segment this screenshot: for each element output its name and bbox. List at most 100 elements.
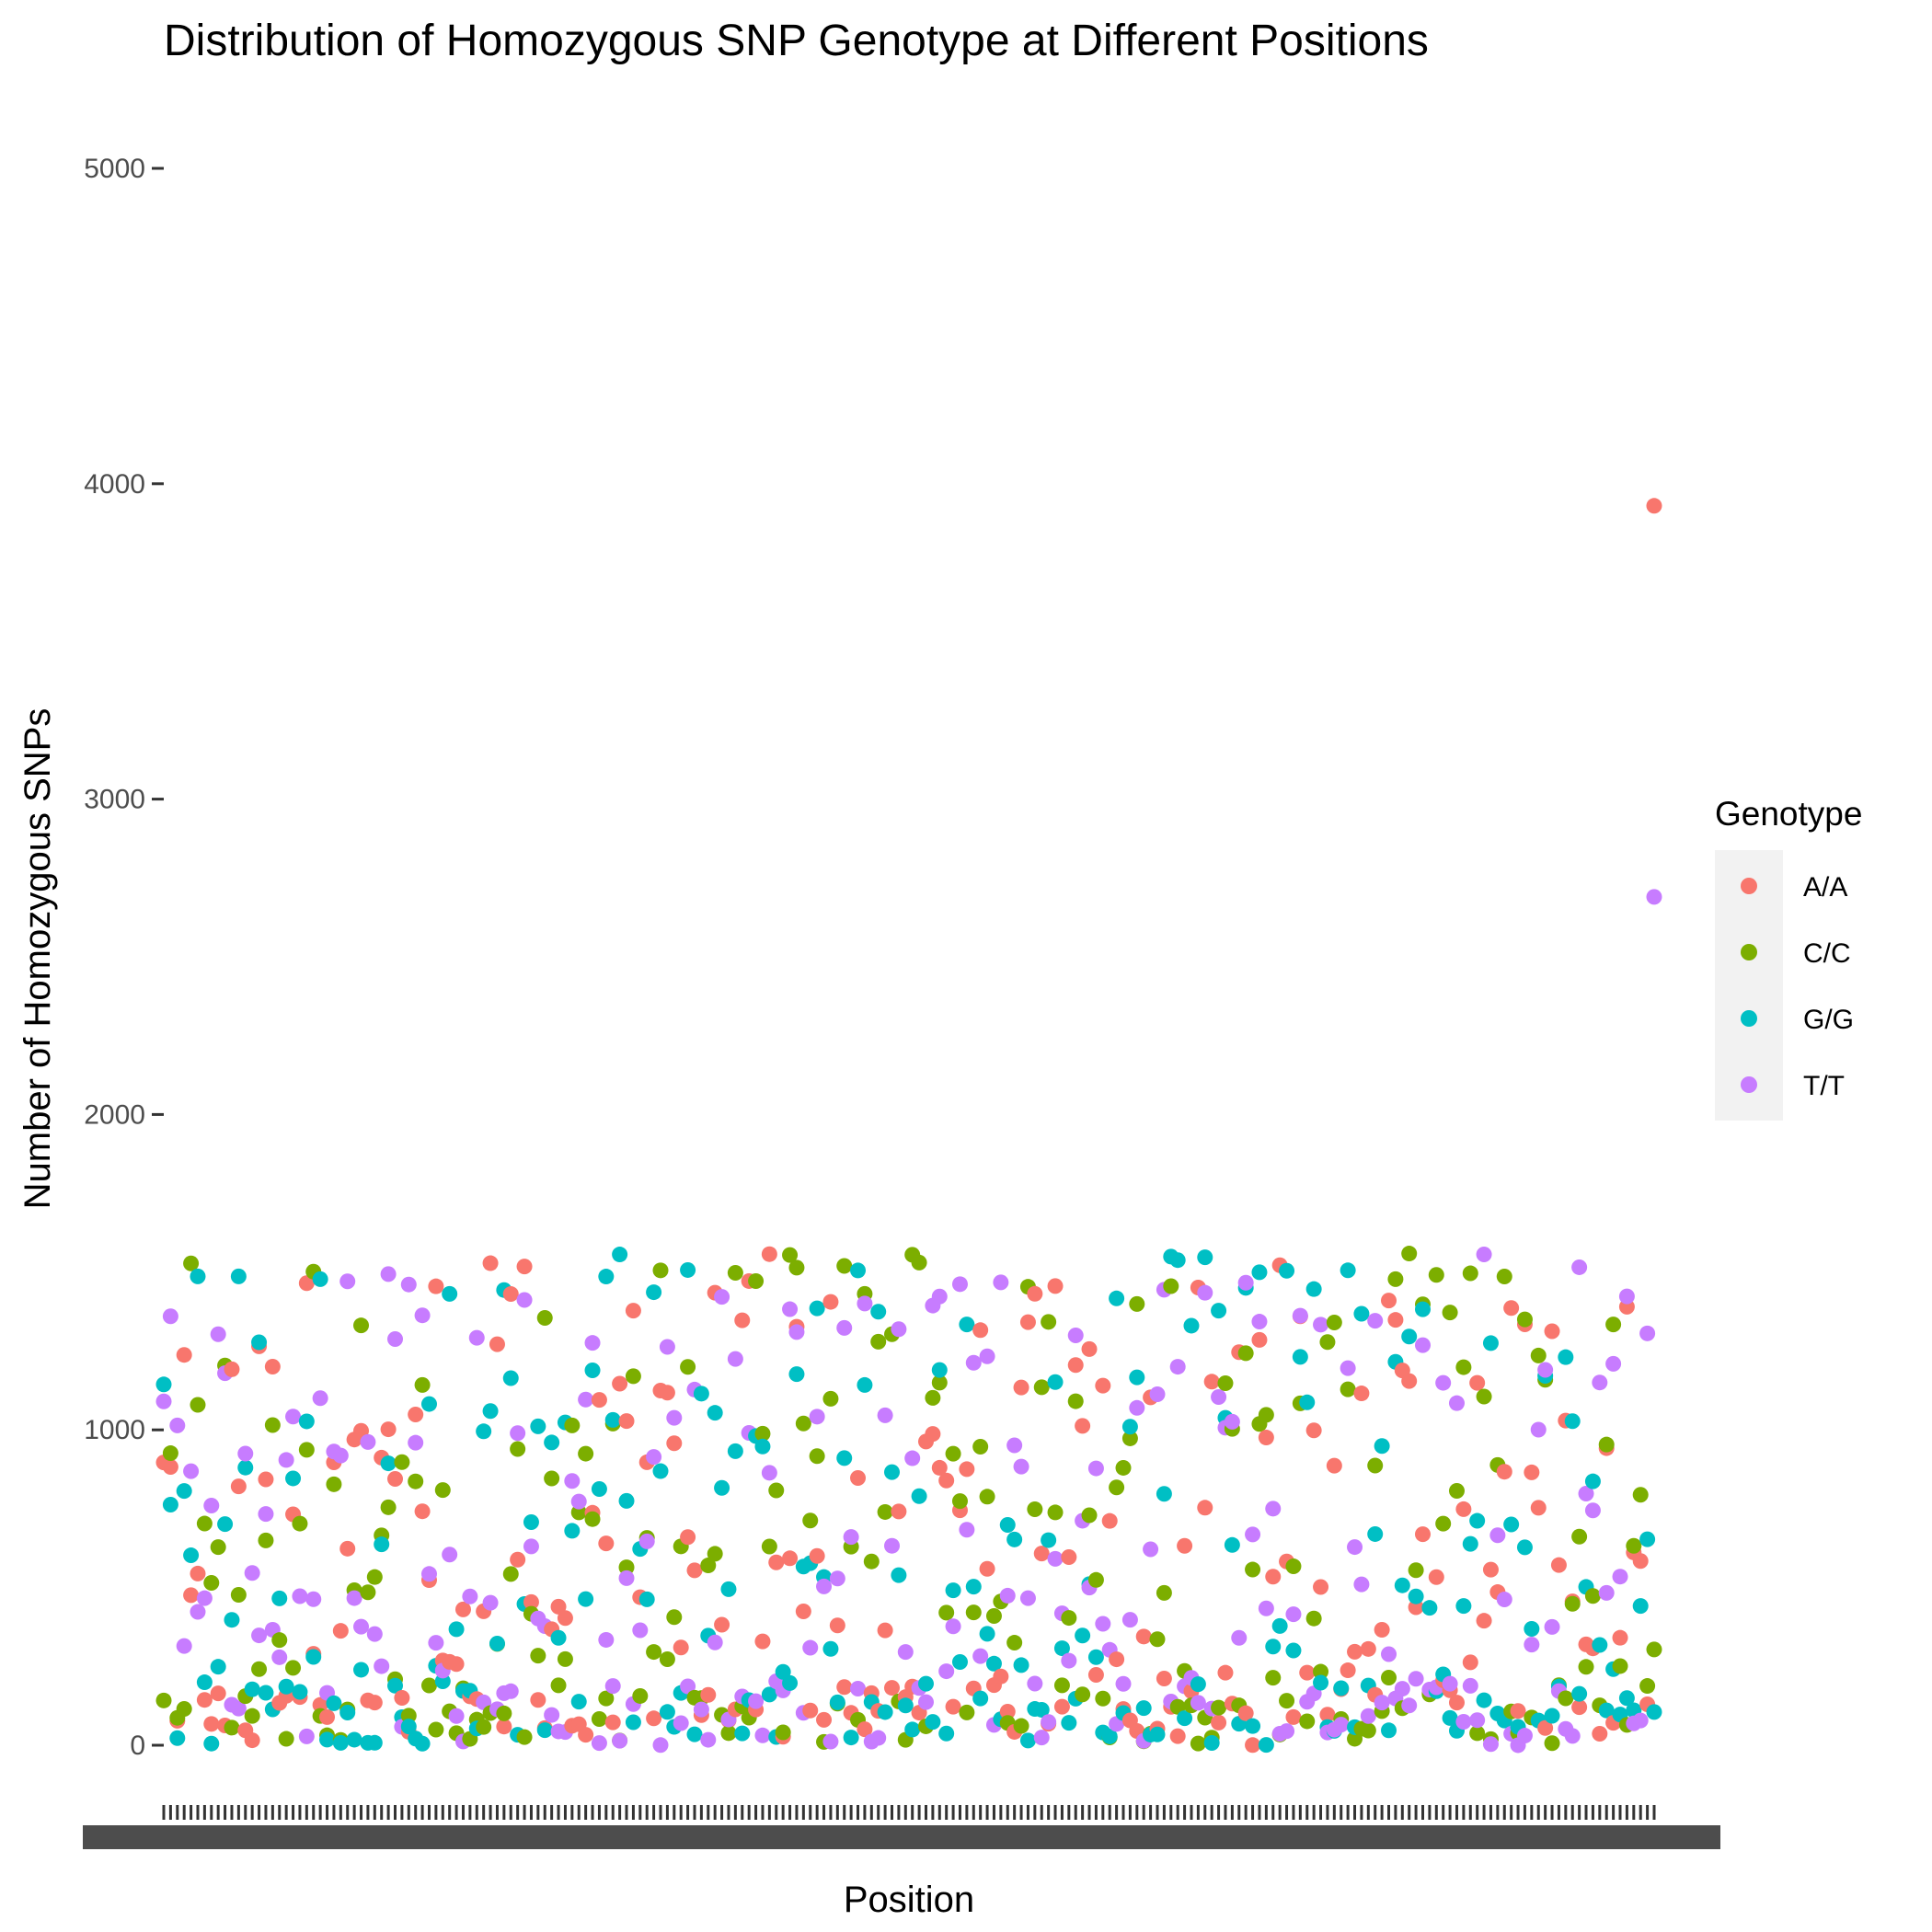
point-GG — [1381, 1722, 1397, 1739]
point-CC — [1367, 1457, 1384, 1474]
point-GG — [1632, 1598, 1649, 1615]
point-TT — [305, 1591, 322, 1607]
point-AA — [298, 1275, 315, 1292]
point-AA — [1476, 1613, 1492, 1629]
point-CC — [584, 1511, 601, 1527]
point-GG — [1279, 1262, 1295, 1279]
point-GG — [1408, 1588, 1424, 1604]
point-AA — [1285, 1708, 1302, 1725]
point-GG — [836, 1450, 853, 1466]
point-AA — [1237, 1705, 1254, 1721]
y-tick-label-4000: 4000 — [84, 469, 145, 500]
point-AA — [714, 1616, 730, 1633]
point-CC — [802, 1512, 819, 1529]
point-GG — [598, 1269, 615, 1285]
point-AA — [516, 1259, 533, 1275]
point-TT — [353, 1618, 370, 1635]
point-CC — [822, 1390, 839, 1407]
point-AA — [1013, 1379, 1029, 1396]
point-CC — [795, 1415, 811, 1432]
point-CC — [1285, 1558, 1302, 1575]
point-GG — [1374, 1438, 1390, 1455]
point-TT — [877, 1407, 893, 1423]
point-CC — [394, 1454, 410, 1470]
point-TT — [482, 1594, 499, 1611]
point-GG — [1271, 1617, 1288, 1634]
point-TT — [638, 1533, 655, 1549]
point-CC — [1639, 1678, 1656, 1695]
point-TT — [169, 1417, 186, 1433]
point-GG — [1476, 1692, 1492, 1708]
point-TT — [1027, 1675, 1043, 1692]
point-GG — [1353, 1305, 1370, 1322]
point-TT — [1516, 1728, 1533, 1744]
point-CC — [591, 1711, 607, 1728]
point-TT — [271, 1649, 288, 1665]
point-CC — [1121, 1430, 1138, 1446]
point-AA — [387, 1471, 404, 1488]
point-GG — [251, 1334, 268, 1351]
point-CC — [945, 1445, 961, 1462]
point-AA — [454, 1601, 471, 1617]
point-AA — [1197, 1500, 1213, 1516]
point-TT — [400, 1276, 417, 1293]
point-TT — [1237, 1274, 1254, 1291]
point-TT — [1476, 1247, 1492, 1263]
point-TT — [1571, 1259, 1588, 1275]
point-CC — [1360, 1722, 1376, 1739]
point-GG — [788, 1366, 805, 1383]
point-GG — [380, 1455, 397, 1472]
point-AA — [230, 1478, 247, 1495]
point-CC — [1584, 1588, 1601, 1604]
point-AA — [1217, 1664, 1234, 1681]
point-TT — [1115, 1675, 1132, 1692]
point-TT — [468, 1329, 485, 1346]
point-TT — [659, 1339, 675, 1355]
point-TT — [1530, 1421, 1547, 1438]
point-CC — [782, 1247, 799, 1263]
point-GG — [434, 1673, 451, 1690]
point-TT — [1564, 1728, 1581, 1744]
point-AA — [646, 1710, 662, 1727]
point-CC — [1265, 1670, 1282, 1686]
point-GG — [224, 1612, 240, 1628]
point-CC — [680, 1359, 696, 1375]
point-GG — [1129, 1369, 1145, 1386]
point-CC — [1646, 1641, 1662, 1658]
point-AA — [489, 1336, 505, 1352]
point-CC — [1496, 1268, 1512, 1284]
point-AA — [1047, 1278, 1064, 1294]
point-AA — [244, 1732, 260, 1749]
point-GG — [761, 1686, 777, 1703]
point-AA — [591, 1392, 607, 1409]
point-CC — [190, 1397, 206, 1413]
point-TT — [442, 1547, 458, 1563]
point-CC — [203, 1575, 220, 1592]
point-GG — [258, 1685, 274, 1701]
point-TT — [510, 1425, 526, 1442]
point-AA — [1305, 1422, 1322, 1439]
point-AA — [319, 1708, 336, 1725]
point-GG — [591, 1481, 607, 1498]
point-CC — [408, 1473, 424, 1489]
point-GG — [339, 1705, 356, 1721]
point-CC — [366, 1569, 383, 1585]
point-AA — [183, 1587, 200, 1604]
point-GG — [1013, 1657, 1029, 1673]
legend: Genotype A/A C/C G/G T/T — [1715, 795, 1862, 1121]
point-CC — [224, 1719, 240, 1736]
point-CC — [1313, 1663, 1329, 1680]
point-GG — [1646, 1704, 1662, 1720]
point-TT — [462, 1588, 478, 1604]
point-AA — [550, 1598, 567, 1615]
point-AA — [1550, 1557, 1567, 1573]
point-TT — [761, 1465, 777, 1481]
point-GG — [1224, 1536, 1240, 1553]
point-AA — [1537, 1719, 1554, 1736]
point-GG — [217, 1516, 234, 1533]
point-GG — [1177, 1710, 1193, 1727]
point-TT — [387, 1331, 404, 1348]
point-CC — [1571, 1528, 1588, 1545]
point-TT — [598, 1631, 615, 1648]
point-TT — [1360, 1708, 1376, 1724]
